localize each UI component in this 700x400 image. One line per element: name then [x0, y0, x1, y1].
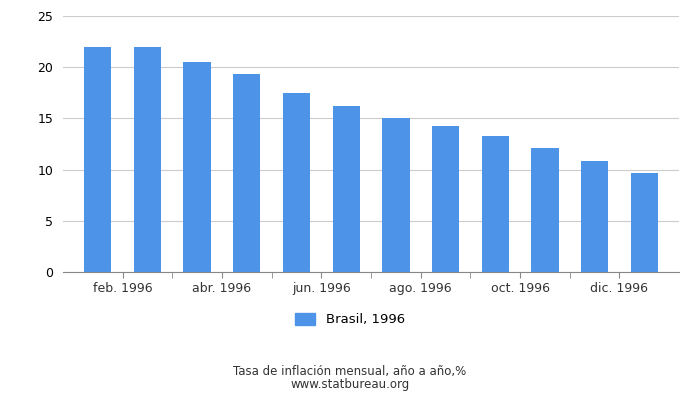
Bar [332, 106, 360, 272]
Bar [581, 162, 608, 272]
Bar [432, 126, 459, 272]
Bar [382, 118, 410, 272]
Text: www.statbureau.org: www.statbureau.org [290, 378, 410, 391]
Bar [531, 148, 559, 272]
Bar [183, 62, 211, 272]
Bar [283, 93, 310, 272]
Text: Tasa de inflación mensual, año a año,%: Tasa de inflación mensual, año a año,% [233, 365, 467, 378]
Bar [631, 173, 658, 272]
Legend: Brasil, 1996: Brasil, 1996 [290, 308, 410, 332]
Bar [84, 47, 111, 272]
Bar [134, 47, 161, 272]
Bar [233, 74, 260, 272]
Bar [482, 136, 509, 272]
